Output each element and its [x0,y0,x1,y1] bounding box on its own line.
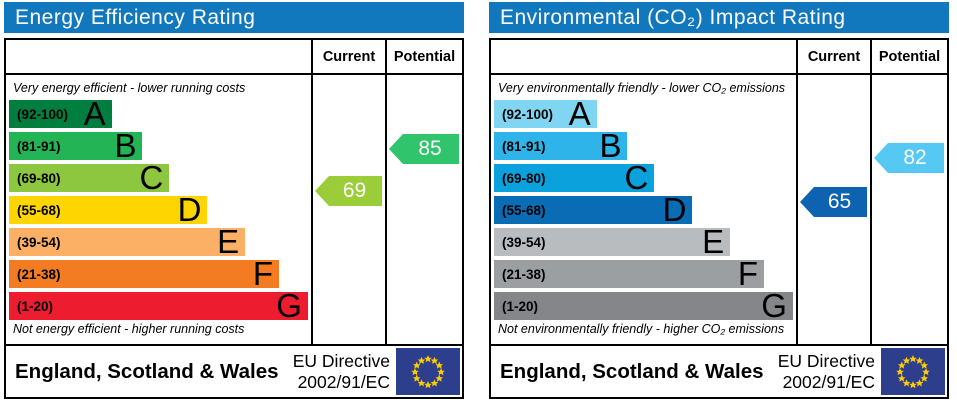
co2-potential-rating-arrow: 82 [874,143,944,173]
co2-band-e: (39-54) E [494,223,731,260]
energy-current-column: 69 [311,75,385,344]
co2-impact-chart: Environmental (CO₂) Impact Rating Curren… [489,2,949,402]
band-letter: D [177,191,202,228]
co2-band-g: (1-20) G [494,287,793,324]
energy-chart-title: Energy Efficiency Rating [4,2,464,33]
band-range-label: (39-54) [17,234,61,250]
energy-bottom-caption: Not energy efficient - higher running co… [13,322,245,336]
band-range-label: (81-91) [502,138,546,154]
band-letter: G [276,287,302,324]
band-range-label: (1-20) [502,298,539,314]
eu-directive-label: EU Directive 2002/91/EC [292,350,390,392]
co2-band-f: (21-38) F [494,255,764,292]
band-letter: B [114,127,137,164]
energy-current-column-header: Current [311,40,385,75]
band-range-label: (69-80) [17,170,61,186]
energy-potential-column: 85 [385,75,462,344]
co2-band-d: (55-68) D [494,191,693,228]
co2-top-caption: Very environmentally friendly - lower CO… [498,81,786,95]
co2-current-rating-value: 65 [827,190,852,213]
band-range-label: (81-91) [17,138,61,154]
band-letter: B [599,127,622,164]
co2-current-column: 65 [796,75,870,344]
band-letter: E [217,223,240,260]
co2-header-spacer [491,40,796,75]
region-label: England, Scotland & Wales [15,359,279,383]
band-letter: D [662,191,687,228]
eu-flag-icon [396,348,460,395]
co2-potential-rating-value: 82 [903,146,927,169]
energy-current-rating-value: 69 [342,179,367,202]
band-range-label: (69-80) [502,170,546,186]
band-range-label: (1-20) [17,298,54,314]
energy-band-c: (69-80) C [9,159,170,196]
co2-current-rating-arrow: 65 [800,187,867,217]
band-letter: F [252,255,273,292]
eu-flag-icon [881,348,945,395]
energy-band-b: (81-91) B [9,127,143,164]
band-range-label: (92-100) [17,106,69,122]
co2-potential-column-header: Potential [870,40,947,75]
energy-efficiency-chart: Energy Efficiency Rating Current Potenti… [4,2,464,402]
band-letter: G [761,287,787,324]
co2-chart-footer: England, Scotland & Wales EU Directive 2… [491,344,947,397]
band-letter: C [624,159,649,196]
energy-band-a: (92-100) A [9,95,112,132]
co2-chart-title: Environmental (CO₂) Impact Rating [489,2,949,33]
energy-current-rating-arrow: 69 [315,176,382,206]
co2-band-a: (92-100) A [494,95,597,132]
region-label: England, Scotland & Wales [500,359,764,383]
co2-band-b: (81-91) B [494,127,628,164]
energy-band-d: (55-68) D [9,191,208,228]
energy-potential-column-header: Potential [385,40,462,75]
energy-potential-rating-arrow: 85 [389,134,459,164]
band-range-label: (55-68) [17,202,61,218]
co2-band-c: (69-80) C [494,159,655,196]
energy-band-e: (39-54) E [9,223,246,260]
energy-chart-footer: England, Scotland & Wales EU Directive 2… [6,344,462,397]
energy-band-g: (1-20) G [9,287,308,324]
band-letter: E [702,223,725,260]
co2-bottom-caption: Not environmentally friendly - higher CO… [498,322,785,336]
band-range-label: (39-54) [502,234,546,250]
energy-chart-box: Current Potential Very energy efficient … [4,38,464,399]
energy-potential-rating-value: 85 [418,137,442,160]
energy-band-f: (21-38) F [9,255,279,292]
band-range-label: (21-38) [502,266,546,282]
co2-potential-column: 82 [870,75,947,344]
energy-header-spacer [6,40,311,75]
band-range-label: (55-68) [502,202,546,218]
band-range-label: (21-38) [17,266,61,282]
co2-current-column-header: Current [796,40,870,75]
band-letter: F [737,255,758,292]
band-letter: A [83,95,106,132]
co2-chart-box: Current Potential Very environmentally f… [489,38,949,399]
energy-top-caption: Very energy efficient - lower running co… [13,81,246,95]
band-letter: C [139,159,164,196]
eu-directive-label: EU Directive 2002/91/EC [777,350,875,392]
band-letter: A [568,95,591,132]
energy-bands-area: Very energy efficient - lower running co… [6,75,311,344]
band-range-label: (92-100) [502,106,554,122]
co2-bands-area: Very environmentally friendly - lower CO… [491,75,796,344]
